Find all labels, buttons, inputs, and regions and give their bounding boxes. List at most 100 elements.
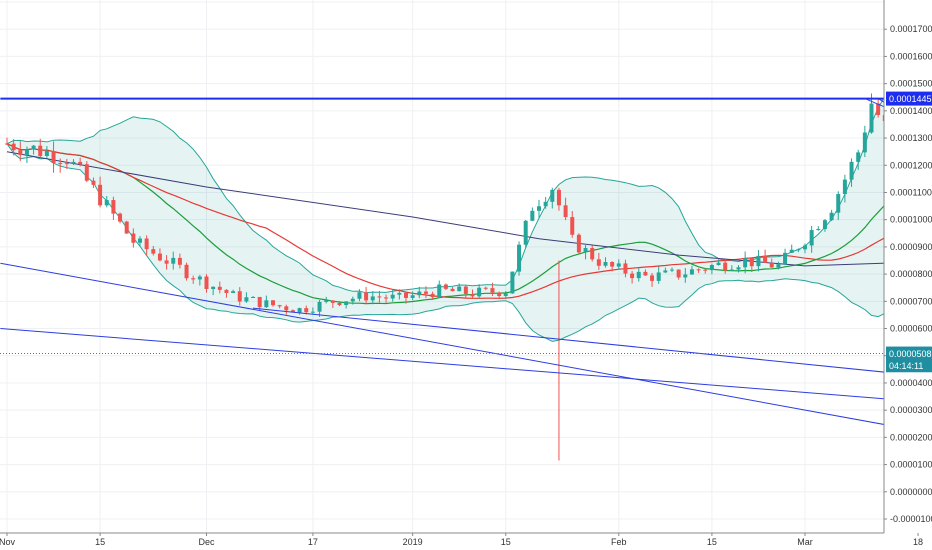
x-tick-label: 15 — [501, 537, 511, 547]
candle-body — [211, 286, 216, 289]
candle-body — [650, 275, 655, 281]
x-tick-label: 15 — [95, 537, 105, 547]
trendline-lower-long[interactable] — [0, 262, 932, 532]
candle-body — [703, 269, 708, 271]
candle-body — [736, 267, 741, 270]
candle-body — [157, 253, 162, 261]
candle-body — [716, 262, 721, 266]
candle-body — [503, 293, 508, 296]
y-tick-label: 0.0000700 — [890, 296, 932, 306]
candle-body — [816, 229, 821, 231]
x-tick-label: 18 — [913, 537, 923, 547]
candle-body — [350, 298, 355, 302]
ma-long — [6, 151, 932, 267]
candle-body — [38, 145, 43, 156]
candle-body — [317, 301, 322, 312]
price-tags: 0.0001445 0.0000508 04:14:11 — [886, 91, 932, 373]
candle-body — [58, 162, 63, 164]
candle-body — [377, 296, 382, 298]
candle-body — [104, 200, 109, 206]
candle-body — [743, 258, 748, 268]
y-tick-label: 0.0000200 — [890, 432, 932, 442]
candle-body — [277, 305, 282, 307]
trendline-mid[interactable] — [0, 328, 932, 466]
candle-body — [118, 213, 123, 222]
candle-body — [796, 249, 801, 251]
candle-body — [570, 217, 575, 235]
candle-body — [769, 262, 774, 268]
candle-body — [483, 287, 488, 289]
price-tag-label: 0.0000508 — [889, 349, 932, 359]
trendline-channel-base[interactable] — [252, 307, 932, 458]
candle-body — [836, 194, 841, 213]
candle-body — [98, 184, 103, 206]
candle-body — [543, 201, 548, 207]
y-tick-label: 0.0001400 — [890, 106, 932, 116]
indicators — [6, 83, 932, 342]
y-tick-label: 0.0000300 — [890, 405, 932, 415]
x-tick-label: 2019 — [403, 537, 423, 547]
candle-body — [417, 291, 422, 296]
candle-body — [610, 262, 615, 267]
candle-body — [729, 269, 734, 271]
candle-body — [184, 264, 189, 279]
candle-body — [197, 276, 202, 280]
candle-body — [457, 286, 462, 292]
candle-body — [71, 161, 76, 164]
candle-body — [723, 262, 728, 271]
candle-body — [5, 143, 9, 145]
y-tick-label: 0.0000800 — [890, 269, 932, 279]
candle-body — [284, 306, 289, 311]
candle-body — [849, 161, 854, 180]
y-tick-label: 0.0000100 — [890, 460, 932, 470]
candle-body — [264, 300, 269, 308]
candle-body — [603, 262, 608, 266]
candle-body — [131, 233, 136, 243]
candle-body — [876, 103, 881, 116]
candle-body — [523, 220, 528, 245]
candle-body — [337, 302, 342, 306]
candle-body — [563, 205, 568, 218]
candle-body — [497, 292, 502, 296]
trendlines[interactable] — [0, 97, 932, 533]
y-tick-label: 0.0001100 — [890, 187, 932, 197]
candle-body — [44, 150, 49, 156]
candle-body — [64, 163, 69, 165]
candle-body — [683, 274, 688, 278]
candle-body — [783, 252, 788, 265]
candle-body — [636, 271, 641, 279]
candle-body — [370, 296, 375, 301]
x-tick-label: 17 — [308, 537, 318, 547]
candle-body — [330, 300, 335, 303]
candle-body — [384, 297, 389, 299]
projection-arrows — [0, 353, 884, 355]
candle-body — [231, 291, 236, 293]
x-tick-label: Dec — [198, 537, 215, 547]
candle-body — [138, 238, 142, 243]
candle-body — [251, 296, 256, 298]
candle-body — [111, 200, 116, 214]
candle-body — [556, 189, 561, 206]
y-tick-label: 0.0001200 — [890, 160, 932, 170]
candle-body — [91, 180, 96, 185]
y-axis-ticks: 0.00017000.00016000.00015000.00014000.00… — [884, 24, 932, 524]
candle-body — [357, 292, 362, 299]
candle-body — [24, 149, 29, 155]
candle-body — [177, 257, 182, 265]
candle-body — [517, 244, 522, 272]
price-tag-2 — [886, 346, 932, 361]
x-tick-label: Feb — [611, 537, 627, 547]
x-tick-label: Nov — [0, 537, 15, 547]
y-tick-label: 0.0001700 — [890, 24, 932, 34]
candle-body — [663, 270, 668, 273]
candle-body — [84, 164, 89, 181]
candle-body — [590, 248, 595, 260]
ma-red — [6, 143, 932, 299]
candle-body — [443, 284, 448, 289]
candle-body — [257, 296, 262, 308]
candle-body — [856, 152, 861, 162]
candle-body — [164, 260, 169, 264]
